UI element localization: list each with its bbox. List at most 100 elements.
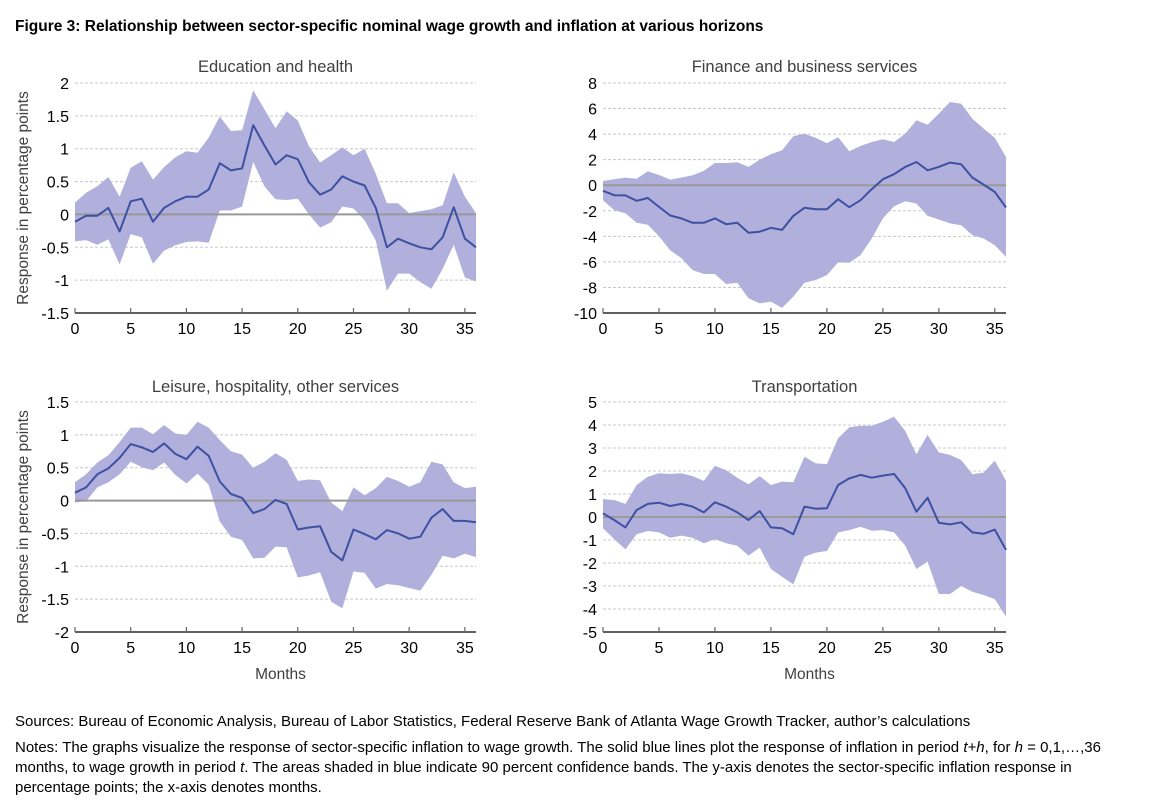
y-tick-label: 1.5 (47, 395, 69, 412)
notes-italic-term: t+h (963, 739, 985, 756)
y-tick-label: 6 (588, 102, 597, 119)
y-tick-label: -4 (583, 229, 597, 246)
x-tick-label: 10 (706, 321, 724, 338)
chart-panel: Finance and business services -10 -8 -6 -4 -2… (574, 58, 1007, 338)
y-tick-label: 5 (588, 395, 597, 412)
y-axis-label: Response in percentage points (15, 91, 32, 305)
y-tick-label: 0.5 (47, 175, 69, 192)
y-tick-label: -0.5 (41, 526, 69, 543)
y-tick-label: 0 (60, 494, 69, 511)
y-tick-label: -3 (583, 579, 597, 596)
y-axis-label: Response in percentage points (15, 410, 32, 624)
x-tick-label: 35 (986, 321, 1004, 338)
confidence-band (75, 421, 476, 609)
response-line (602, 473, 1007, 551)
y-tick-label: -2 (583, 556, 597, 573)
chart-panel: Leisure, hospitality, other services -2 -1… (15, 378, 477, 683)
x-tick-label: 5 (126, 640, 135, 657)
response-line (74, 442, 477, 562)
y-tick-label: -0.5 (41, 240, 69, 257)
figure-title: Figure 3: Relationship between sector-sp… (15, 18, 764, 35)
y-tick-label: -6 (583, 255, 597, 272)
chart-panel: Education and health-1.5-1-0.500.511.520… (15, 58, 477, 338)
x-tick-label: 0 (71, 640, 80, 657)
y-tick-label: -2 (583, 204, 597, 221)
y-tick-label: -5 (583, 625, 597, 642)
y-tick-label: -1 (583, 533, 597, 550)
response-line (602, 161, 1007, 234)
x-tick-label: 35 (456, 321, 474, 338)
y-tick-label: -1.5 (41, 306, 69, 323)
x-tick-label: 10 (706, 640, 724, 657)
x-tick-label: 30 (400, 321, 418, 338)
response-line (74, 124, 477, 251)
x-tick-label: 25 (345, 321, 363, 338)
x-tick-label: 20 (289, 640, 307, 657)
x-tick-label: 35 (456, 640, 474, 657)
y-tick-label: 2 (588, 464, 597, 481)
x-tick-label: 25 (345, 640, 363, 657)
y-tick-label: -8 (583, 280, 597, 297)
notes-fragment: . The areas shaded in blue indicate 90 p… (15, 759, 1072, 796)
y-tick-label: 8 (588, 76, 597, 93)
x-tick-label: 30 (930, 640, 948, 657)
x-axis-label: Months (255, 666, 306, 683)
chart-panel: Transportation -5 -4 -3 -2 -1 0 1 2 3 4 5 0 5 10 15 20 25… (583, 378, 1007, 683)
notes-italic-term: h (1014, 739, 1023, 756)
notes-fragment: = 0,1,…,36 months, to wage growth in per… (15, 739, 1101, 776)
y-tick-label: 2 (60, 76, 69, 93)
figure-footer: Sources: Bureau of Economic Analysis, Bu… (15, 712, 1135, 804)
x-tick-label: 30 (930, 321, 948, 338)
notes-fragment: , for (984, 739, 1015, 756)
x-tick-label: 25 (874, 321, 892, 338)
y-tick-label: -1 (55, 273, 69, 290)
confidence-band (75, 90, 476, 291)
x-tick-label: 15 (762, 640, 780, 657)
y-tick-label: 0 (588, 510, 597, 527)
x-tick-label: 15 (762, 321, 780, 338)
y-tick-label: 0 (60, 207, 69, 224)
notes-italic-term: t (240, 759, 245, 776)
x-tick-label: 20 (289, 321, 307, 338)
sources-text: Sources: Bureau of Economic Analysis, Bu… (15, 713, 971, 730)
x-tick-label: 15 (233, 321, 251, 338)
x-tick-label: 0 (71, 321, 80, 338)
charts-canvas: Education and health-1.5-1-0.500.511.520… (15, 58, 1007, 683)
x-tick-label: 15 (233, 640, 251, 657)
x-tick-label: 10 (177, 640, 195, 657)
y-tick-label: 0 (588, 178, 597, 195)
y-tick-label: -1 (55, 559, 69, 576)
x-tick-label: 0 (599, 321, 608, 338)
y-tick-label: 4 (588, 127, 597, 144)
x-tick-label: 20 (818, 321, 836, 338)
x-tick-label: 35 (986, 640, 1004, 657)
y-tick-label: -1.5 (41, 592, 69, 609)
y-tick-label: -4 (583, 602, 597, 619)
y-tick-label: 1 (588, 487, 597, 504)
y-tick-label: -10 (574, 306, 597, 323)
x-tick-label: 5 (655, 321, 664, 338)
y-tick-label: 4 (588, 418, 597, 435)
notes-fragment: Notes: The graphs visualize the response… (15, 739, 964, 756)
panel-title: Leisure, hospitality, other services (152, 378, 399, 396)
panel-title: Finance and business services (692, 58, 918, 76)
y-tick-label: -2 (55, 625, 69, 642)
y-tick-label: 1 (60, 428, 69, 445)
x-tick-label: 5 (126, 321, 135, 338)
y-tick-label: 1.5 (47, 109, 69, 126)
y-tick-label: 0.5 (47, 461, 69, 478)
y-tick-label: 1 (60, 142, 69, 159)
panel-title: Transportation (752, 378, 858, 396)
x-tick-label: 5 (655, 640, 664, 657)
x-tick-label: 0 (599, 640, 608, 657)
x-tick-label: 25 (874, 640, 892, 657)
confidence-band (603, 102, 1006, 308)
x-axis-label: Months (784, 666, 835, 683)
x-tick-label: 30 (400, 640, 418, 657)
x-tick-label: 10 (177, 321, 195, 338)
panel-title: Education and health (198, 58, 353, 76)
y-tick-label: 2 (588, 153, 597, 170)
x-tick-label: 20 (818, 640, 836, 657)
y-tick-label: 3 (588, 441, 597, 458)
notes-text: Notes: The graphs visualize the response… (15, 738, 1135, 798)
